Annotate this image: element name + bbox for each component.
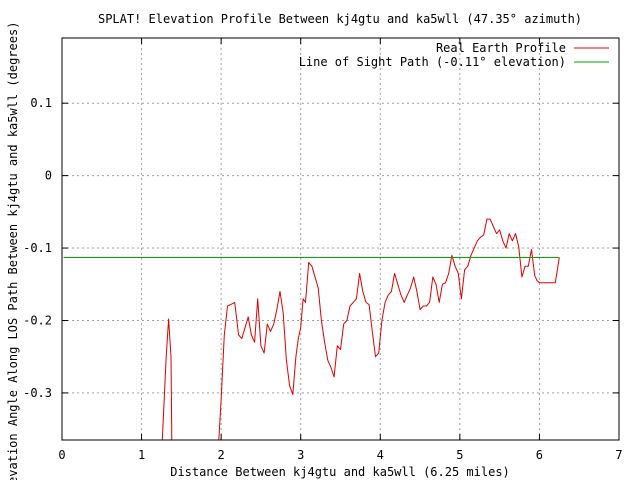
x-tick-label: 0	[58, 448, 65, 462]
plot-frame	[61, 37, 620, 441]
real-earth-profile-line	[161, 218, 560, 441]
x-tick-label: 3	[297, 448, 304, 462]
y-tick-label: -0.3	[23, 386, 52, 400]
series-layer	[63, 218, 560, 441]
axis-ticks	[61, 38, 620, 440]
tick-labels: 0 1 2 3 4 5 6 7 0.1 0 -0.1 -0.2 -0.3	[23, 96, 623, 462]
grid	[62, 38, 619, 440]
y-tick-label: -0.2	[23, 313, 52, 327]
x-tick-label: 7	[615, 448, 622, 462]
legend-label-real-earth-profile: Real Earth Profile	[436, 41, 566, 55]
x-tick-label: 2	[218, 448, 225, 462]
x-tick-label: 5	[456, 448, 463, 462]
x-tick-label: 4	[377, 448, 384, 462]
y-tick-label: 0	[45, 169, 52, 183]
legend: Real Earth Profile Line of Sight Path (-…	[299, 41, 609, 69]
x-tick-label: 1	[138, 448, 145, 462]
x-axis-label: Distance Between kj4gtu and ka5wll (6.25…	[170, 465, 510, 479]
chart-title: SPLAT! Elevation Profile Between kj4gtu …	[98, 12, 582, 26]
x-tick-label: 6	[536, 448, 543, 462]
legend-label-line-of-sight: Line of Sight Path (-0.11° elevation)	[299, 55, 566, 69]
y-tick-label: 0.1	[30, 96, 52, 110]
y-axis-label: Elevation Angle Along LOS Path Between k…	[6, 22, 20, 480]
y-tick-label: -0.1	[23, 241, 52, 255]
